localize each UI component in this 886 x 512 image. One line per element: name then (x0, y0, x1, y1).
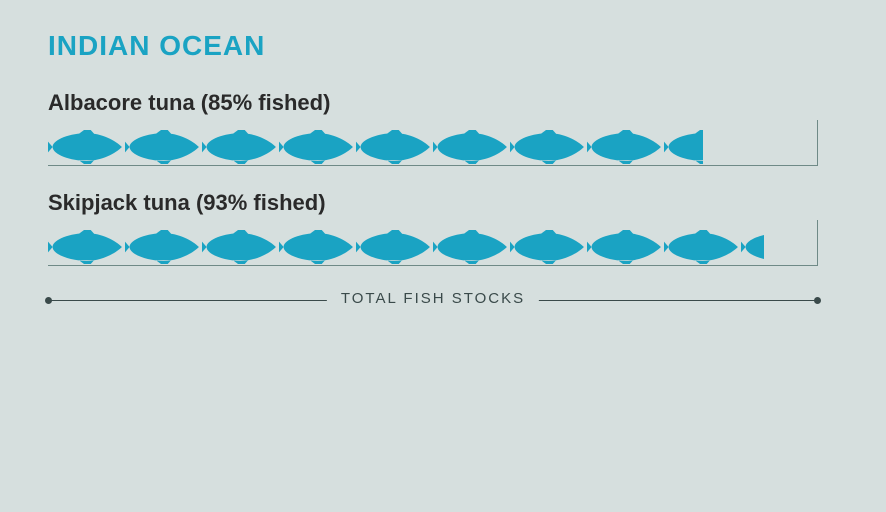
fish-icon (202, 130, 279, 164)
fish-icon (125, 230, 202, 264)
fish-icon (279, 130, 356, 164)
fish-icon (433, 230, 510, 264)
track-baseline (48, 165, 818, 166)
fish-icon (202, 230, 279, 264)
fish-icon (279, 230, 356, 264)
axis-dot-left (45, 297, 52, 304)
fish-icon (356, 130, 433, 164)
fish-icon (125, 130, 202, 164)
fish-icon (48, 230, 125, 264)
fish-icon (510, 130, 587, 164)
fish-icon (741, 230, 764, 264)
track-endcap (817, 120, 818, 166)
row-skipjack: Skipjack tuna (93% fished) (48, 190, 838, 266)
row-label: Albacore tuna (85% fished) (48, 90, 838, 116)
axis-label: TOTAL FISH STOCKS (327, 290, 539, 307)
fish-icon (510, 230, 587, 264)
bar-fill (48, 130, 703, 164)
track-endcap (817, 220, 818, 266)
track-baseline (48, 265, 818, 266)
page-title: INDIAN OCEAN (48, 30, 838, 62)
fish-icon (48, 130, 125, 164)
fish-icon (664, 130, 703, 164)
axis-dot-right (814, 297, 821, 304)
fish-icon (356, 230, 433, 264)
bar-track (48, 124, 818, 166)
row-albacore: Albacore tuna (85% fished) (48, 90, 838, 166)
fish-icon (587, 130, 664, 164)
axis: TOTAL FISH STOCKS (48, 290, 818, 314)
bar-track (48, 224, 818, 266)
bar-fill (48, 230, 764, 264)
fish-icon (587, 230, 664, 264)
fish-icon (664, 230, 741, 264)
fish-icon (433, 130, 510, 164)
row-label: Skipjack tuna (93% fished) (48, 190, 838, 216)
